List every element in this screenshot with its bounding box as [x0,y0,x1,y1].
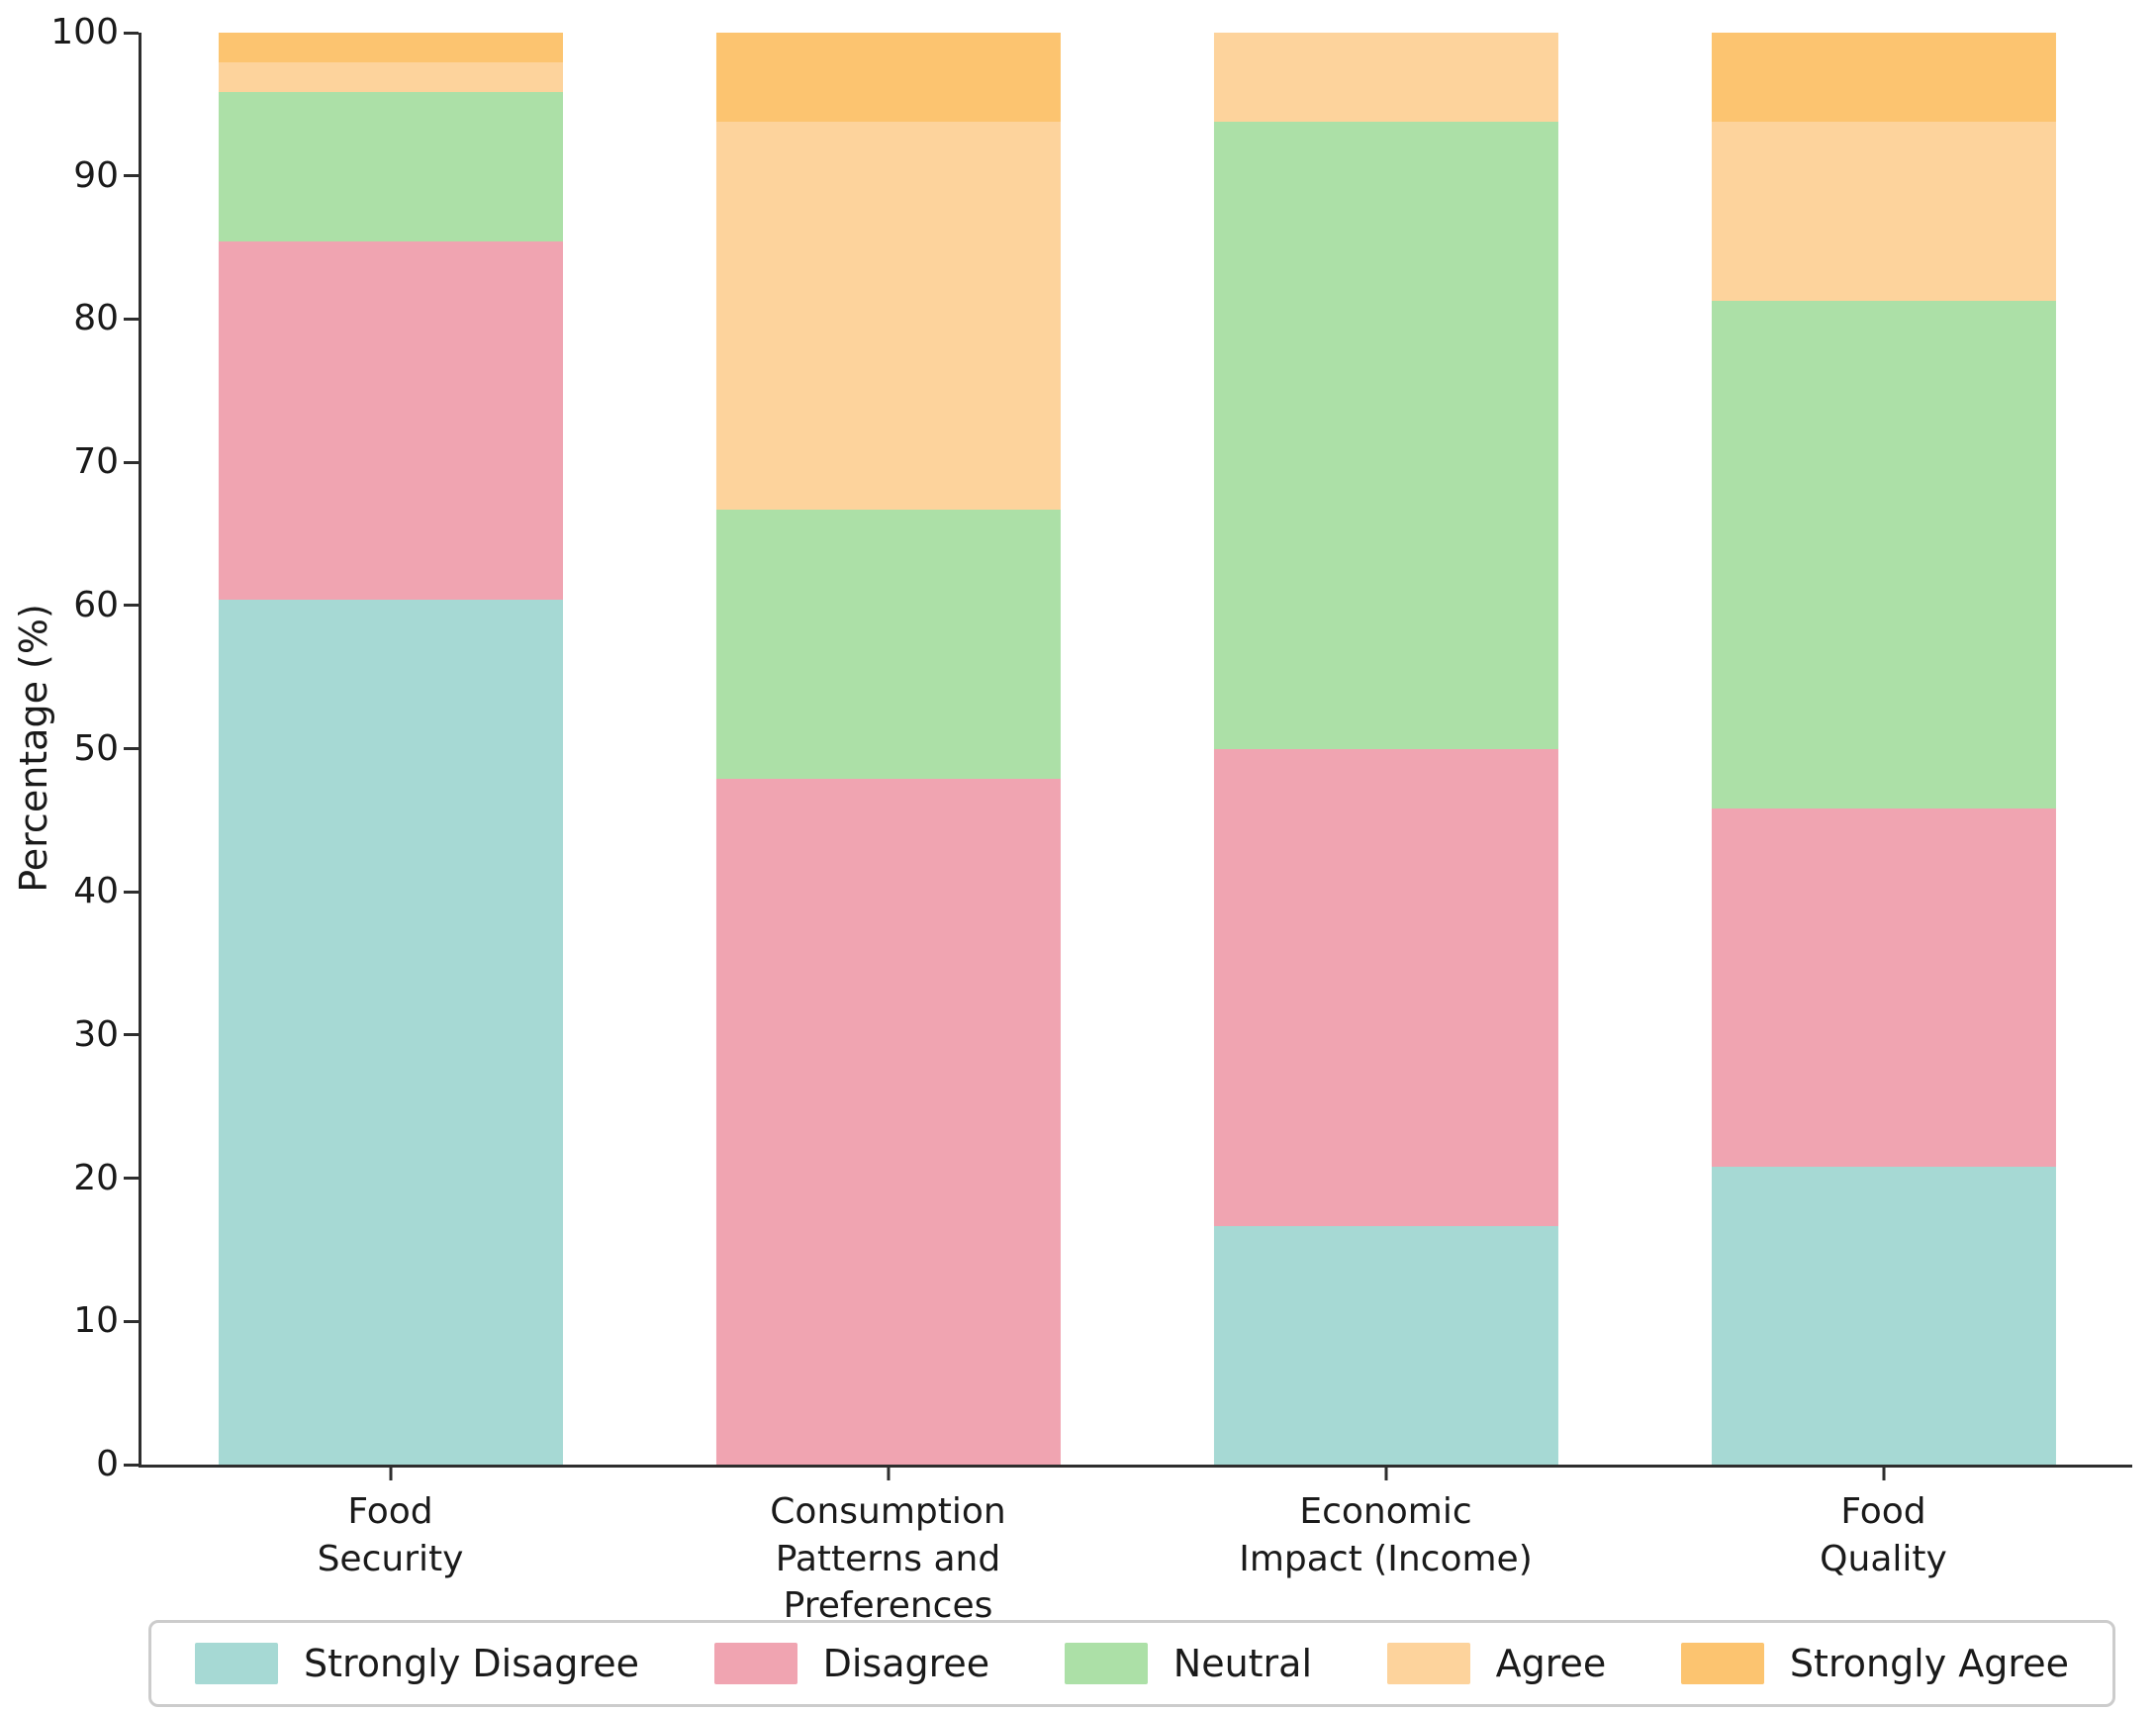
x-tick [1882,1465,1885,1480]
bar-segment [218,33,563,63]
x-tick-label: Food Security [317,1491,464,1579]
legend-swatch [195,1643,278,1684]
y-tick-label: 10 [73,1300,119,1342]
bar-segment [715,33,1061,123]
bar-segment [218,240,563,600]
bar-segment [218,92,563,241]
y-tick-label: 40 [73,871,119,912]
legend-item: Agree [1386,1642,1607,1685]
y-tick [124,31,139,35]
legend-item: Strongly Agree [1680,1642,2069,1685]
x-tick [389,1465,392,1480]
bar [218,33,563,1465]
bar-segment [218,599,563,1465]
bar-segment [1711,301,2056,808]
bar-segment [218,62,563,93]
legend: Strongly Disagree Disagree Neutral Agree Str… [148,1620,2115,1707]
x-tick [887,1465,890,1480]
legend-swatch [1680,1643,1764,1684]
bar-segment [1213,33,1558,123]
y-tick-label: 100 [50,12,119,52]
bar-segment [715,778,1061,1465]
y-tick [124,1319,139,1323]
bar-segment [1213,122,1558,749]
bar-segment [1711,1166,2056,1465]
legend-label: Strongly Agree [1789,1642,2069,1685]
y-tick [124,1463,139,1467]
plot-area: 0 10 20 30 40 50 60 70 80 90 100 Food Security Consu… [50,15,2132,1626]
bar [1213,33,1558,1465]
y-tick-label: 90 [73,154,119,196]
x-tick [1384,1465,1387,1480]
legend-label: Disagree [822,1642,990,1685]
legend-swatch [713,1643,797,1684]
legend-item: Strongly Disagree [195,1642,639,1685]
bar [715,33,1061,1465]
y-axis-label: Percentage (%) [12,604,55,893]
y-tick [124,604,139,608]
x-tick-label: Food Quality [1820,1491,1947,1579]
x-tick-label: Economic Impact (Income) [1239,1491,1533,1579]
legend-label: Neutral [1172,1642,1313,1685]
bar-segment [1213,748,1558,1226]
legend-swatch [1386,1643,1470,1684]
bar-segment [715,122,1061,511]
y-tick [124,174,139,178]
bar [1711,33,2056,1465]
y-tick [124,460,139,464]
legend-item: Neutral [1064,1642,1313,1685]
bar-segment [1711,122,2056,302]
bar-segment [1213,1225,1558,1465]
y-tick-label: 60 [73,584,119,625]
y-tick-label: 50 [73,727,119,769]
y-tick-label: 0 [96,1444,119,1484]
y-tick-label: 20 [73,1157,119,1198]
legend-swatch [1064,1643,1148,1684]
bar-segment [715,510,1061,779]
y-tick [124,317,139,321]
y-tick [124,1033,139,1037]
y-tick-label: 70 [73,441,119,483]
legend-label: Agree [1495,1642,1607,1685]
y-tick [124,890,139,894]
y-tick [124,1177,139,1181]
bar-segment [1711,808,2056,1167]
y-tick [124,747,139,750]
y-tick-label: 30 [73,1013,119,1055]
x-tick-label: Consumption Patterns and Preferences [770,1491,1006,1627]
y-tick-label: 80 [73,298,119,339]
legend-item: Disagree [713,1642,990,1685]
bar-segment [1711,33,2056,123]
legend-label: Strongly Disagree [304,1642,639,1685]
